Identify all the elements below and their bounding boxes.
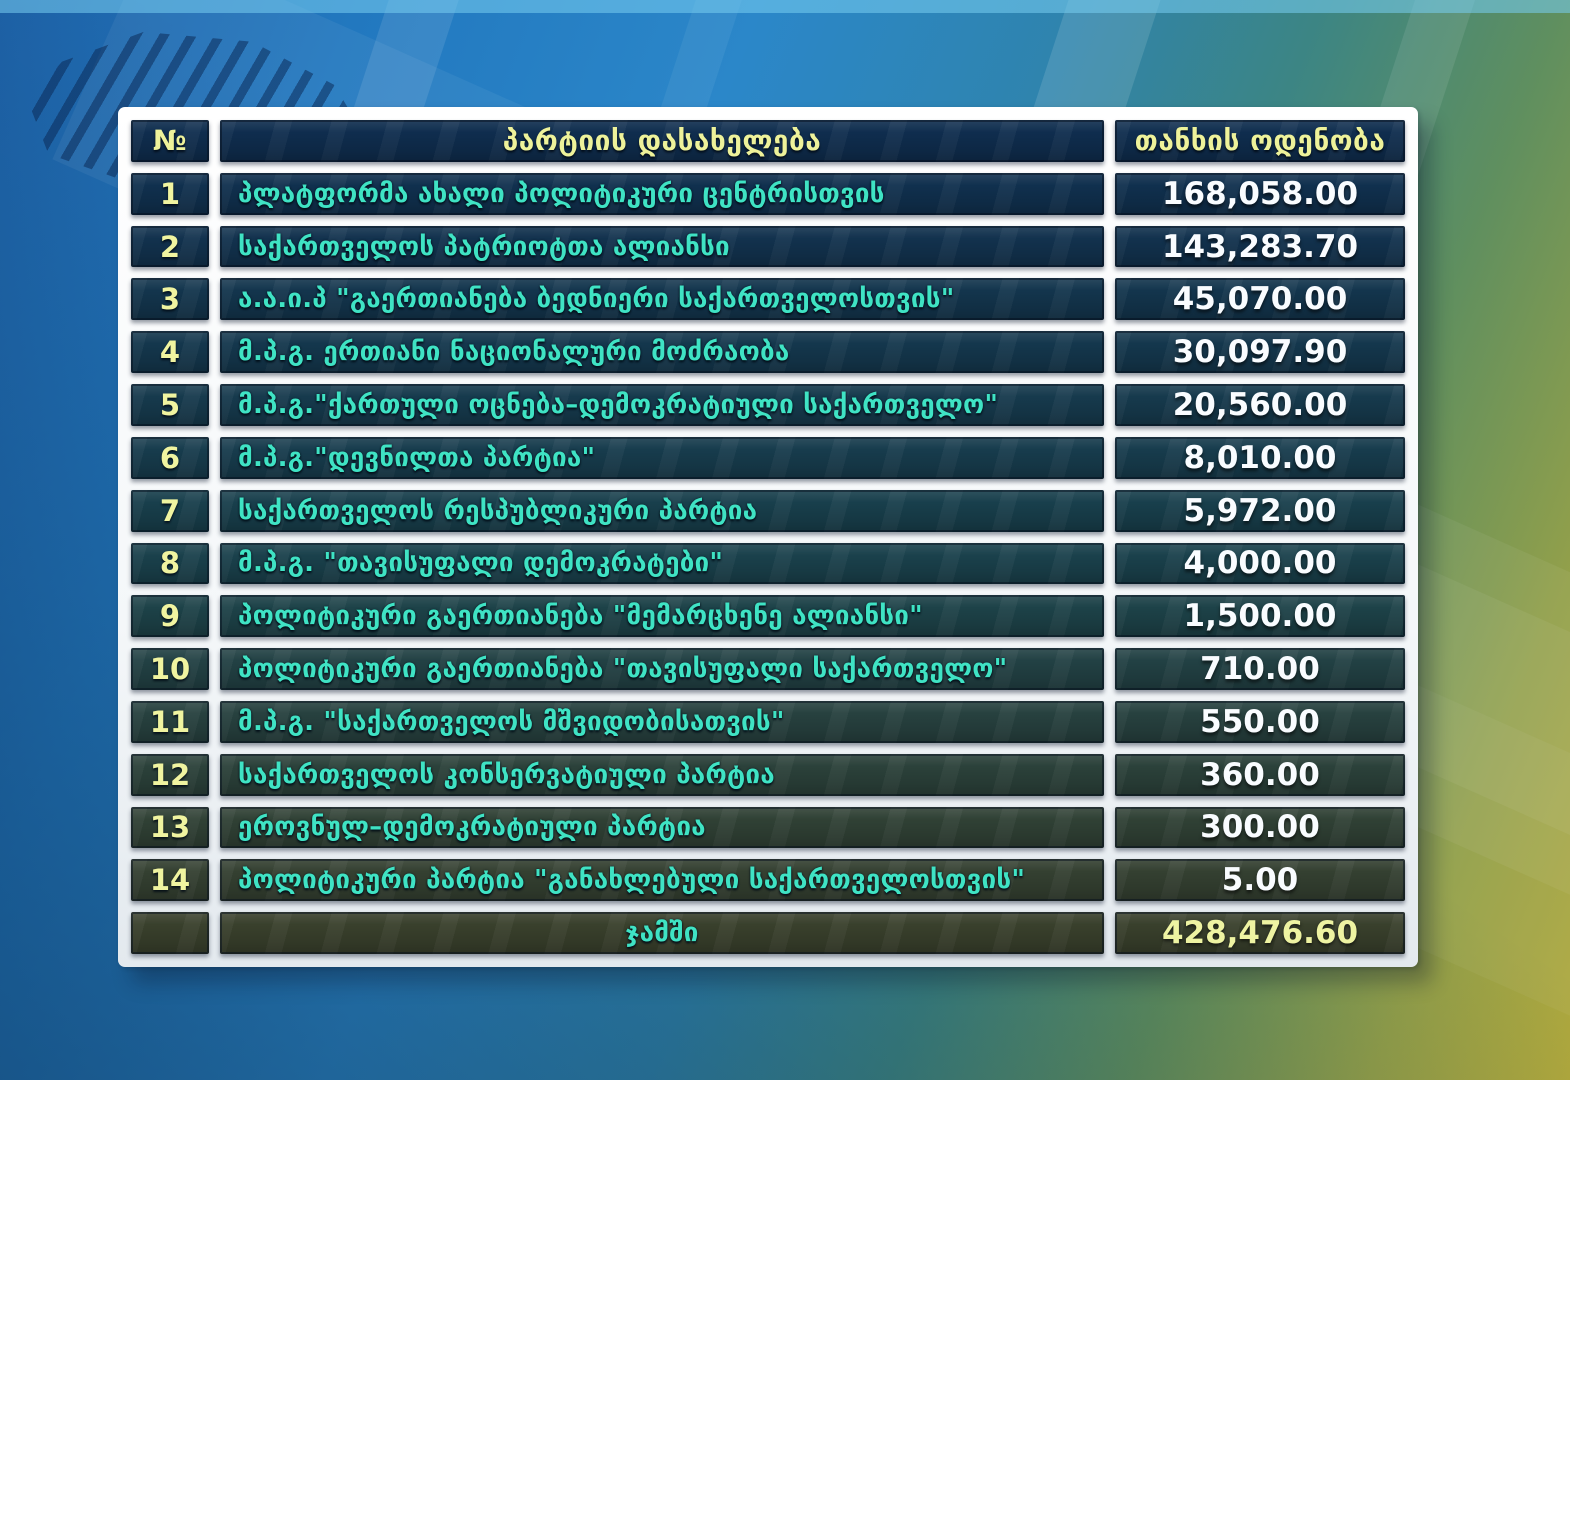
party-name: მ.პ.გ."დევნილთა პარტია" <box>238 443 595 473</box>
row-number: 13 <box>150 810 190 844</box>
amount-value: 4,000.00 <box>1184 545 1337 581</box>
row-number-cell: 8 <box>131 543 209 585</box>
amount-cell: 30,097.90 <box>1115 331 1405 373</box>
row-number: 5 <box>160 388 180 422</box>
party-name-cell: პლატფორმა ახალი პოლიტიკური ცენტრისთვის <box>220 173 1104 215</box>
header-amount-label: თანხის ოდენობა <box>1135 124 1386 157</box>
row-number: 4 <box>160 335 180 369</box>
row-number-cell: 9 <box>131 595 209 637</box>
party-name: მ.პ.გ. "თავისუფალი დემოკრატები" <box>238 548 723 578</box>
amount-cell: 5,972.00 <box>1115 490 1405 532</box>
party-name: პლატფორმა ახალი პოლიტიკური ცენტრისთვის <box>238 179 885 209</box>
party-name: საქართველოს რესპუბლიკური პარტია <box>238 496 757 526</box>
party-name: მ.პ.გ. ერთიანი ნაციონალური მოძრაობა <box>238 337 789 367</box>
amount-cell: 143,283.70 <box>1115 226 1405 268</box>
row-number: 3 <box>160 282 180 316</box>
party-name-cell: მ.პ.გ."დევნილთა პარტია" <box>220 437 1104 479</box>
amount-value: 168,058.00 <box>1162 176 1358 212</box>
row-number: 11 <box>150 705 190 739</box>
amount-cell: 168,058.00 <box>1115 173 1405 215</box>
party-name: მ.პ.გ. "საქართველოს მშვიდობისათვის" <box>238 707 785 737</box>
party-name-cell: ა.ა.ი.პ "გაერთიანება ბედნიერი საქართველო… <box>220 278 1104 320</box>
header-number-label: № <box>153 124 187 157</box>
amount-cell: 5.00 <box>1115 859 1405 901</box>
row-number-cell: 13 <box>131 807 209 849</box>
party-name-cell: საქართველოს რესპუბლიკური პარტია <box>220 490 1104 532</box>
party-name-cell: ეროვნულ–დემოკრატიული პარტია <box>220 807 1104 849</box>
amount-cell: 20,560.00 <box>1115 384 1405 426</box>
row-number-cell: 1 <box>131 173 209 215</box>
party-name: საქართველოს კონსერვატიული პარტია <box>238 760 775 790</box>
party-name: საქართველოს პატრიოტთა ალიანსი <box>238 232 730 262</box>
total-label-cell: ჯამში <box>220 912 1104 954</box>
party-name-cell: მ.პ.გ."ქართული ოცნება–დემოკრატიული საქარ… <box>220 384 1104 426</box>
total-empty-cell <box>131 912 209 954</box>
amount-cell: 300.00 <box>1115 807 1405 849</box>
amount-value: 45,070.00 <box>1173 281 1348 317</box>
total-amount-cell: 428,476.60 <box>1115 912 1405 954</box>
row-number-cell: 3 <box>131 278 209 320</box>
row-number-cell: 6 <box>131 437 209 479</box>
header-cell-number: № <box>131 120 209 162</box>
row-number-cell: 2 <box>131 226 209 268</box>
amount-cell: 45,070.00 <box>1115 278 1405 320</box>
party-name-cell: მ.პ.გ. "თავისუფალი დემოკრატები" <box>220 543 1104 585</box>
amount-cell: 710.00 <box>1115 648 1405 690</box>
amount-value: 5,972.00 <box>1184 493 1337 529</box>
row-number: 2 <box>160 230 180 264</box>
amount-value: 5.00 <box>1222 862 1299 898</box>
row-number-cell: 14 <box>131 859 209 901</box>
row-number: 8 <box>160 546 180 580</box>
row-number: 9 <box>160 599 180 633</box>
amount-value: 710.00 <box>1200 651 1320 687</box>
amount-cell: 1,500.00 <box>1115 595 1405 637</box>
total-label: ჯამში <box>625 918 698 948</box>
row-number-cell: 11 <box>131 701 209 743</box>
party-name: პოლიტიკური გაერთიანება "მემარცხენე ალიან… <box>238 601 923 631</box>
party-name: პოლიტიკური გაერთიანება "თავისუფალი საქარ… <box>238 654 1007 684</box>
amount-cell: 4,000.00 <box>1115 543 1405 585</box>
party-name: ეროვნულ–დემოკრატიული პარტია <box>238 812 706 842</box>
header-cell-amount: თანხის ოდენობა <box>1115 120 1405 162</box>
header-cell-party-name: პარტიის დასახელება <box>220 120 1104 162</box>
party-name: პოლიტიკური პარტია "განახლებული საქართველ… <box>238 865 1025 895</box>
header-party-name-label: პარტიის დასახელება <box>503 124 822 157</box>
row-number: 12 <box>150 758 190 792</box>
amount-cell: 8,010.00 <box>1115 437 1405 479</box>
party-name-cell: მ.პ.გ. ერთიანი ნაციონალური მოძრაობა <box>220 331 1104 373</box>
top-light-band <box>0 0 1570 13</box>
amount-value: 360.00 <box>1200 757 1320 793</box>
party-name: ა.ა.ი.პ "გაერთიანება ბედნიერი საქართველო… <box>238 284 954 314</box>
total-amount-value: 428,476.60 <box>1162 915 1358 951</box>
row-number: 10 <box>150 652 190 686</box>
row-number-cell: 10 <box>131 648 209 690</box>
row-number-cell: 4 <box>131 331 209 373</box>
row-number: 1 <box>160 177 180 211</box>
party-name-cell: საქართველოს კონსერვატიული პარტია <box>220 754 1104 796</box>
party-name-cell: მ.პ.გ. "საქართველოს მშვიდობისათვის" <box>220 701 1104 743</box>
row-number-cell: 12 <box>131 754 209 796</box>
row-number: 14 <box>150 863 190 897</box>
party-name: მ.პ.გ."ქართული ოცნება–დემოკრატიული საქარ… <box>238 390 998 420</box>
row-number: 7 <box>160 494 180 528</box>
party-name-cell: პოლიტიკური გაერთიანება "მემარცხენე ალიან… <box>220 595 1104 637</box>
row-number: 6 <box>160 441 180 475</box>
amount-value: 300.00 <box>1200 809 1320 845</box>
party-funding-table-panel: № პარტიის დასახელება თანხის ოდენობა 1 პლ… <box>118 107 1418 967</box>
amount-cell: 360.00 <box>1115 754 1405 796</box>
amount-value: 550.00 <box>1200 704 1320 740</box>
amount-value: 1,500.00 <box>1184 598 1337 634</box>
row-number-cell: 7 <box>131 490 209 532</box>
row-number-cell: 5 <box>131 384 209 426</box>
party-name-cell: საქართველოს პატრიოტთა ალიანსი <box>220 226 1104 268</box>
amount-value: 8,010.00 <box>1184 440 1337 476</box>
table-grid: № პარტიის დასახელება თანხის ოდენობა 1 პლ… <box>131 120 1405 954</box>
party-name-cell: პოლიტიკური გაერთიანება "თავისუფალი საქარ… <box>220 648 1104 690</box>
amount-value: 20,560.00 <box>1173 387 1348 423</box>
amount-value: 30,097.90 <box>1173 334 1348 370</box>
amount-cell: 550.00 <box>1115 701 1405 743</box>
amount-value: 143,283.70 <box>1162 229 1358 265</box>
party-name-cell: პოლიტიკური პარტია "განახლებული საქართველ… <box>220 859 1104 901</box>
